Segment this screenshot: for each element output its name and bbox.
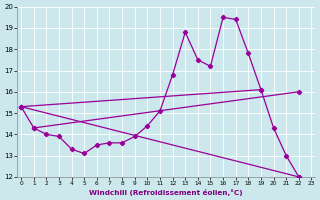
X-axis label: Windchill (Refroidissement éolien,°C): Windchill (Refroidissement éolien,°C)	[90, 189, 243, 196]
